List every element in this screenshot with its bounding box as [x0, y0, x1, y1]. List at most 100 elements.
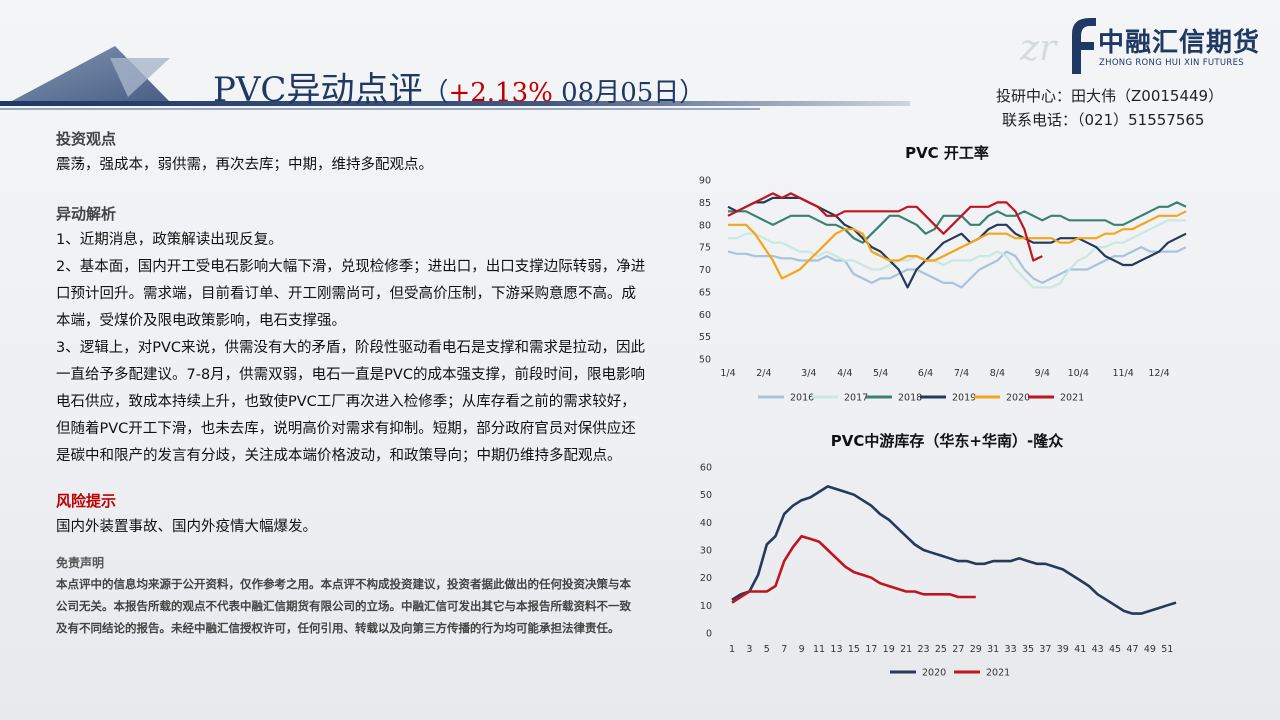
x-tick-label: 39: [1057, 644, 1069, 655]
contact-info: 投研中心：田大伟（Z0015449） 联系电话：（021）51557565: [996, 84, 1223, 132]
commentary-panel: 投资观点 震荡，强成本，弱供需，再次去库；中期，维持多配观点。 异动解析 1、近…: [56, 126, 646, 639]
y-tick-label: 70: [699, 265, 711, 276]
analysis-point-2: 2、基本面，国内开工受电石影响大幅下滑，兑现检修季；进出口，出口支撑边际转弱，净…: [56, 259, 646, 329]
title-date: 08月05日: [552, 78, 680, 108]
x-tick-label: 25: [935, 644, 947, 655]
x-tick-label: 43: [1092, 644, 1104, 655]
logo-chinese-name: 中融汇信期货: [1098, 28, 1261, 58]
x-tick-label: 15: [848, 644, 860, 655]
x-tick-label: 41: [1074, 644, 1086, 655]
chart-title: PVC中游库存（华东+华南）-隆众: [831, 432, 1063, 450]
x-tick-label: 19: [883, 644, 895, 655]
x-tick-label: 11: [813, 644, 825, 655]
x-tick-label: 1: [729, 644, 735, 655]
series-line-2020: [731, 485, 1177, 615]
title-paren-open: （: [422, 78, 449, 108]
x-tick-label: 17: [865, 644, 877, 655]
contact-phone: 联系电话：（021）51557565: [1002, 111, 1205, 129]
chart-operating-rate: PVC 开工率 50 55 60 65 70 75 80 85 90 1/4 2/4 3/4 4/4 5/4…: [690, 136, 1210, 410]
header-banner: [0, 46, 910, 110]
x-tick-label: 27: [952, 644, 964, 655]
legend-label-2016: 2016: [790, 393, 814, 404]
legend-label-2020: 2020: [922, 668, 946, 679]
logo-english-name: ZHONG RONG HUI XIN FUTURES: [1099, 58, 1245, 68]
x-tick-label: 7/4: [954, 368, 969, 379]
y-tick-label: 0: [706, 629, 712, 640]
legend-label-2021: 2021: [986, 668, 1010, 679]
x-tick-label: 2/4: [756, 368, 771, 379]
y-tick-label: 85: [699, 198, 711, 209]
y-tick-label: 90: [699, 176, 711, 187]
y-tick-label: 60: [700, 463, 712, 474]
series-line-2018: [728, 201, 1187, 244]
y-tick-label: 30: [700, 546, 712, 557]
y-tick-label: 75: [699, 243, 711, 254]
series-line-2017: [728, 219, 1186, 289]
page-title: PVC异动点评（+2.13% 08月05日）: [213, 62, 705, 111]
svg-text:zr: zr: [1019, 28, 1058, 69]
x-tick-label: 4/4: [837, 368, 852, 379]
x-tick-label: 8/4: [990, 368, 1005, 379]
x-tick-label: 1/4: [720, 368, 735, 379]
company-logo: zr: [1019, 18, 1096, 74]
x-tick-label: 12/4: [1148, 368, 1169, 379]
series-line-2020: [728, 210, 1187, 280]
x-tick-label: 37: [1039, 644, 1051, 655]
y-tick-label: 55: [699, 332, 711, 343]
legend-label-2020: 2020: [1006, 393, 1030, 404]
legend-label-2018: 2018: [898, 393, 922, 404]
risk-title: 风险提示: [56, 492, 117, 510]
x-tick-label: 7: [781, 644, 787, 655]
title-text: PVC异动点评: [213, 70, 423, 110]
y-tick-label: 65: [699, 287, 711, 298]
x-tick-label: 21: [900, 644, 912, 655]
view-text: 震荡，强成本，弱供需，再次去库；中期，维持多配观点。: [56, 157, 433, 173]
disclaimer-title: 免责声明: [56, 556, 105, 570]
y-tick-label: 20: [700, 573, 712, 584]
x-tick-label: 33: [1005, 644, 1017, 655]
x-tick-label: 3: [746, 644, 752, 655]
y-tick-label: 80: [699, 220, 711, 231]
disclaimer-text: 本点评中的信息均来源于公开资料，仅作参考之用。本点评不构成投资建议，投资者据此做…: [56, 577, 631, 635]
x-tick-label: 5/4: [873, 368, 888, 379]
x-tick-label: 23: [917, 644, 929, 655]
y-tick-label: 50: [700, 490, 712, 501]
analysis-point-1: 1、近期消息，政策解读出现反复。: [56, 232, 283, 248]
x-tick-label: 51: [1161, 644, 1173, 655]
y-tick-label: 10: [700, 601, 712, 612]
title-paren-close: ）: [679, 78, 706, 108]
x-tick-label: 6/4: [918, 368, 933, 379]
y-tick-label: 60: [699, 310, 711, 321]
legend-label-2017: 2017: [844, 393, 868, 404]
x-tick-label: 31: [987, 644, 999, 655]
x-tick-label: 9: [799, 644, 805, 655]
series-line-2021: [731, 534, 976, 604]
x-tick-label: 10/4: [1068, 368, 1089, 379]
operating-rate-svg: PVC 开工率 50 55 60 65 70 75 80 85 90 1/4 2/4 3/4 4/4 5/4…: [699, 144, 1187, 404]
change-percent: +2.13%: [448, 78, 553, 108]
y-tick-label: 40: [700, 518, 712, 529]
analysis-title: 异动解析: [56, 205, 117, 223]
x-tick-label: 35: [1022, 644, 1034, 655]
legend-label-2021: 2021: [1060, 393, 1084, 404]
risk-text: 国内外装置事故、国内外疫情大幅爆发。: [56, 519, 317, 535]
analyst-info: 投研中心：田大伟（Z0015449）: [996, 87, 1224, 105]
legend-label-2019: 2019: [952, 393, 976, 404]
view-title: 投资观点: [56, 130, 117, 148]
series-line-2016: [727, 245, 1187, 289]
x-tick-label: 45: [1109, 644, 1121, 655]
x-tick-label: 11/4: [1112, 368, 1133, 379]
x-tick-label: 13: [830, 644, 842, 655]
x-tick-label: 9/4: [1035, 368, 1050, 379]
chart-inventory: PVC中游库存（华东+华南）-隆众 0 10 20 30 40 50 60 1 3 5 7 9 11 13 1…: [690, 424, 1210, 686]
x-tick-label: 5: [764, 644, 770, 655]
chart-title: PVC 开工率: [905, 144, 989, 162]
x-tick-label: 3/4: [801, 368, 816, 379]
x-tick-label: 49: [1144, 644, 1156, 655]
analysis-point-3: 3、逻辑上，对PVC来说，供需没有大的矛盾，阶段性驱动看电石是支撑和需求是拉动，…: [56, 340, 646, 464]
x-tick-label: 47: [1126, 644, 1138, 655]
x-tick-label: 29: [970, 644, 982, 655]
series-line-2021: [727, 192, 1043, 262]
y-tick-label: 50: [699, 355, 711, 366]
